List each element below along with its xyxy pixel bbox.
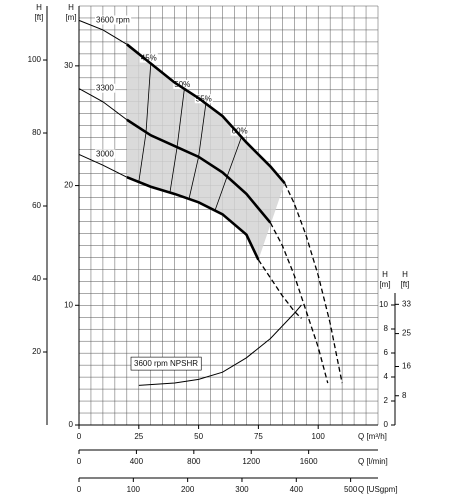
x-tick-label: 100: [312, 432, 326, 441]
x-tick-label: 100: [127, 485, 141, 494]
y2-tick-label: 10: [379, 300, 388, 309]
label-bg: [95, 83, 116, 93]
series-label: 3600 rpm NPSHR: [134, 359, 198, 368]
x-tick-label: 1200: [242, 457, 260, 466]
curve: [257, 259, 302, 319]
y-tick-label: 100: [28, 55, 42, 64]
curve: [78, 19, 128, 45]
y-axis-unit: [ft]: [35, 13, 44, 22]
label-bg: [194, 94, 213, 104]
label-bg: [95, 149, 116, 159]
x-tick-label: 1600: [300, 457, 318, 466]
curve: [269, 222, 329, 384]
y2-tick-label: 33: [402, 299, 411, 308]
y2-tick-label: 0: [384, 420, 389, 429]
label-bg: [173, 79, 192, 89]
y-tick-label: 0: [69, 420, 74, 429]
y-tick-label: 60: [32, 201, 41, 210]
curve: [284, 182, 343, 384]
y-tick-label: 20: [32, 347, 41, 356]
y-tick-label: 80: [32, 128, 41, 137]
x-tick-label: 0: [77, 457, 82, 466]
y2-axis-title: H: [402, 270, 408, 279]
label-bg: [139, 53, 158, 63]
label-bg: [230, 126, 249, 136]
y-axis-title: H: [36, 3, 42, 12]
x-tick-label: 0: [77, 485, 82, 494]
x-tick-label: 500: [344, 485, 358, 494]
curve: [138, 304, 302, 386]
y2-tick-label: 2: [384, 396, 389, 405]
y-tick-label: 10: [64, 300, 73, 309]
x-tick-label: 75: [254, 432, 263, 441]
y-axis-title: H: [68, 3, 74, 12]
efficiency-label: 55%: [196, 94, 212, 103]
y2-tick-label: 25: [402, 329, 411, 338]
operating-region: [126, 44, 285, 260]
x-tick-label: 400: [130, 457, 144, 466]
y2-tick-label: 4: [384, 372, 389, 381]
y2-tick-label: 8: [402, 391, 407, 400]
x-axis-label: Q [l/min]: [358, 457, 388, 466]
efficiency-label: 50%: [174, 80, 190, 89]
curve: [126, 43, 286, 185]
curve: [78, 153, 128, 178]
x-tick-label: 25: [134, 432, 143, 441]
x-tick-label: 300: [235, 485, 249, 494]
y2-axis-title: H: [382, 270, 388, 279]
curve: [78, 88, 128, 121]
y-axis-unit: [m]: [65, 13, 76, 22]
x-tick-label: 800: [187, 457, 201, 466]
efficiency-label: 45%: [141, 54, 157, 63]
x-axis-label: Q [m³/h]: [358, 432, 387, 441]
curve: [126, 118, 272, 224]
x-tick-label: 200: [181, 485, 195, 494]
y2-tick-label: 16: [402, 362, 411, 371]
x-tick-label: 50: [194, 432, 203, 441]
x-tick-label: 400: [290, 485, 304, 494]
curve: [126, 175, 260, 261]
efficiency-label: 60%: [232, 127, 248, 136]
y2-tick-label: 8: [384, 324, 389, 333]
series-label: 3600 rpm: [96, 15, 130, 24]
series-label: 3000: [96, 150, 114, 159]
y-tick-label: 40: [32, 274, 41, 283]
x-axis-label: Q [USgpm]: [358, 485, 398, 494]
y2-tick-label: 6: [384, 348, 389, 357]
label-box: [130, 356, 202, 371]
x-tick-label: 0: [77, 432, 82, 441]
y-tick-label: 30: [64, 61, 73, 70]
y-tick-label: 20: [64, 181, 73, 190]
label-bg: [95, 15, 132, 25]
y2-axis-unit: [m]: [379, 280, 390, 289]
y2-axis-unit: [ft]: [401, 280, 410, 289]
series-label: 3300: [96, 84, 114, 93]
